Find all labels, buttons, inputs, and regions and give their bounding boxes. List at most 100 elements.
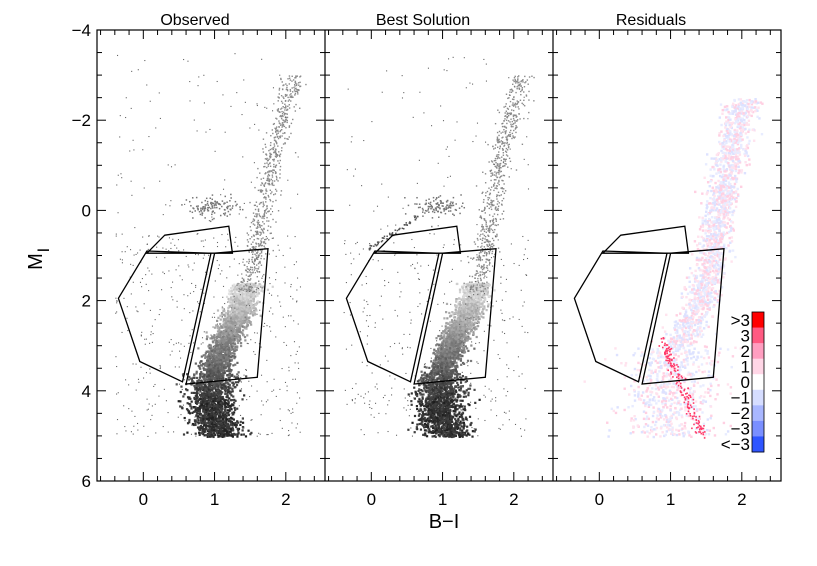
density-point	[245, 216, 247, 219]
density-point	[119, 115, 121, 117]
density-point	[246, 322, 249, 325]
density-point	[207, 204, 210, 207]
density-point	[115, 233, 117, 235]
density-point	[254, 353, 256, 355]
density-point	[210, 402, 212, 404]
density-point	[245, 313, 248, 316]
density-point	[208, 353, 212, 356]
density-point	[225, 295, 229, 298]
density-point	[286, 89, 289, 92]
density-point	[204, 425, 208, 428]
density-point	[219, 393, 222, 396]
density-point	[234, 316, 237, 319]
density-point	[201, 208, 204, 210]
density-point	[248, 289, 250, 291]
density-point	[260, 346, 262, 348]
density-point	[259, 215, 262, 218]
density-point	[254, 308, 257, 311]
density-point	[246, 232, 248, 234]
density-point	[263, 281, 265, 283]
density-point	[291, 80, 293, 82]
density-point	[246, 311, 249, 315]
density-point	[116, 300, 118, 302]
density-point	[467, 387, 470, 390]
density-point	[193, 342, 195, 344]
density-point	[197, 406, 200, 410]
density-point	[294, 362, 296, 364]
density-point	[244, 339, 247, 342]
density-point	[248, 309, 251, 313]
density-point	[219, 318, 222, 321]
density-point	[223, 203, 225, 205]
density-point	[190, 400, 193, 403]
density-point	[195, 411, 198, 414]
density-point	[264, 173, 266, 175]
density-point	[220, 410, 223, 413]
density-point	[205, 422, 208, 425]
density-point	[249, 266, 252, 268]
density-point	[217, 401, 220, 404]
density-point	[246, 304, 248, 306]
density-point	[210, 392, 213, 396]
density-point	[210, 349, 214, 353]
density-point	[211, 211, 214, 213]
density-point	[264, 242, 267, 245]
density-point	[277, 109, 279, 111]
density-point	[190, 405, 193, 409]
density-point	[284, 132, 286, 134]
density-point	[206, 200, 209, 203]
density-point	[265, 146, 267, 148]
density-point	[212, 207, 214, 209]
density-point	[115, 235, 117, 237]
density-point	[228, 289, 231, 292]
density-point	[253, 305, 256, 308]
density-point	[202, 388, 205, 392]
density-point	[260, 238, 263, 240]
density-point	[229, 341, 232, 344]
density-point	[244, 435, 248, 438]
density-point	[187, 60, 189, 62]
density-point	[242, 261, 244, 263]
density-point	[251, 250, 254, 253]
density-point	[207, 209, 210, 212]
density-point	[121, 177, 123, 179]
density-point	[252, 246, 254, 248]
density-point	[263, 245, 265, 247]
density-point	[180, 343, 182, 345]
density-point	[271, 205, 273, 207]
density-point	[231, 311, 234, 315]
density-point	[189, 403, 192, 406]
density-point	[137, 378, 140, 380]
density-point	[205, 394, 208, 397]
density-point	[162, 425, 164, 428]
density-point	[266, 381, 268, 383]
density-point	[296, 392, 298, 394]
density-point	[231, 433, 234, 436]
density-point	[294, 94, 296, 96]
density-point	[447, 329, 450, 333]
density-point	[256, 287, 258, 289]
density-point	[148, 270, 150, 272]
density-point	[246, 280, 249, 283]
density-point	[225, 333, 228, 337]
density-point	[229, 386, 232, 390]
density-point	[188, 375, 191, 379]
density-point	[265, 196, 267, 199]
density-point	[155, 256, 158, 258]
density-point	[194, 416, 196, 418]
density-point	[256, 301, 259, 304]
density-point	[213, 423, 216, 426]
density-point	[257, 210, 260, 212]
density-point	[197, 208, 199, 210]
density-point	[240, 302, 243, 305]
density-point	[222, 332, 226, 335]
density-point	[211, 404, 214, 407]
density-point	[230, 322, 233, 325]
density-point	[213, 386, 216, 389]
density-point	[260, 249, 262, 252]
density-point	[190, 407, 193, 410]
density-point	[259, 260, 261, 263]
density-point	[242, 279, 245, 281]
density-point	[219, 314, 222, 317]
density-point	[241, 292, 244, 295]
